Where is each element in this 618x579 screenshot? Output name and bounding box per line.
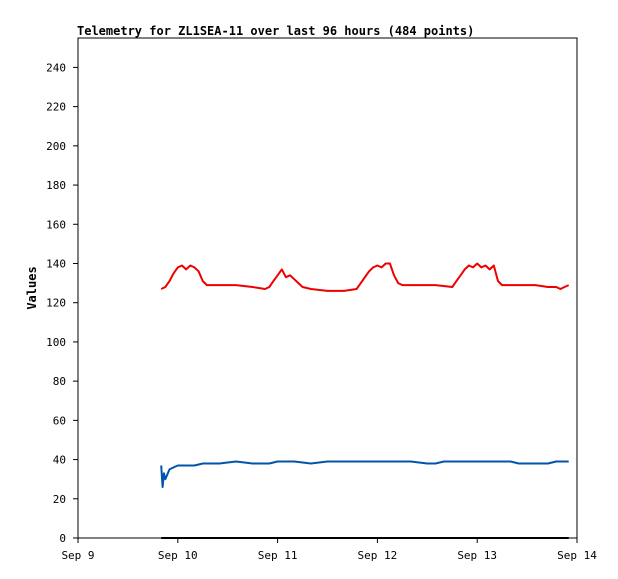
x-tick-label: Sep 12 (358, 549, 398, 562)
y-tick-label: 180 (46, 179, 66, 192)
x-tick-label: Sep 9 (61, 549, 94, 562)
chart-title: Telemetry for ZL1SEA-11 over last 96 hou… (77, 24, 474, 38)
x-tick-label: Sep 13 (457, 549, 497, 562)
plot-frame (77, 37, 578, 539)
y-tick-label: 80 (53, 375, 66, 388)
y-tick-label: 0 (59, 532, 66, 545)
y-tick-label: 60 (53, 414, 66, 427)
x-tick-label: Sep 10 (158, 549, 198, 562)
y-tick-label: 220 (46, 101, 66, 114)
x-axis: Sep 9 Sep 10 Sep 11 Sep 12 Sep 13 Sep 14 (61, 538, 597, 562)
series-layer (160, 262, 570, 539)
x-tick-label: Sep 11 (258, 549, 298, 562)
y-tick-label: 140 (46, 257, 66, 270)
series-line-2 (160, 460, 569, 488)
y-tick-label: 20 (53, 493, 66, 506)
y-axis-label: Values (25, 266, 39, 309)
y-tick-label: 200 (46, 140, 66, 153)
series-line-1 (160, 262, 570, 292)
y-tick-label: 240 (46, 61, 66, 74)
y-tick-label: 120 (46, 297, 66, 310)
x-tick-label: Sep 14 (557, 549, 597, 562)
y-axis: 0 20 40 60 80 100 120 140 160 180 200 220 240 (46, 61, 78, 545)
y-tick-label: 100 (46, 336, 66, 349)
y-tick-label: 40 (53, 454, 66, 467)
y-tick-label: 160 (46, 218, 66, 231)
